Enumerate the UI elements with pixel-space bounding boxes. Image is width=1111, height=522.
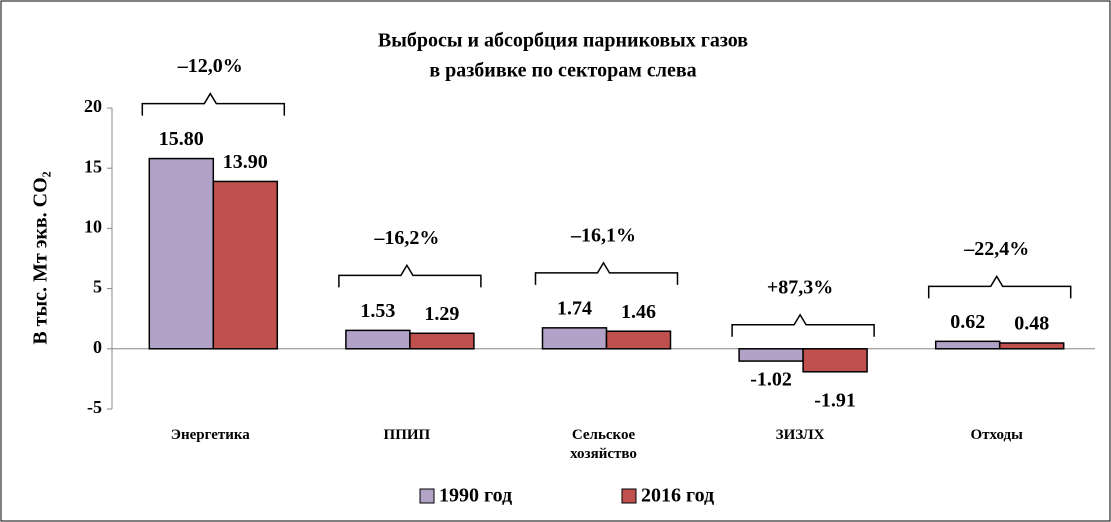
bracket [534, 261, 679, 285]
data-label: -1.91 [814, 389, 856, 411]
legend-swatch [621, 488, 637, 504]
bar [541, 327, 608, 350]
annotation: –22,4% [963, 238, 1029, 260]
data-label: 13.90 [223, 151, 268, 173]
y-tick-label: 0 [93, 337, 102, 357]
y-axis-label: В тыс. Мт экв. CO₂ [30, 171, 52, 344]
bar [934, 340, 1001, 350]
bar [212, 180, 279, 350]
x-tick-label: Сельское хозяйство [570, 427, 637, 462]
y-tick-label: 20 [84, 96, 102, 116]
legend-label: 2016 год [641, 485, 714, 507]
y-tick-label: 5 [93, 277, 102, 297]
bar [409, 332, 475, 350]
y-tick-label: 15 [84, 156, 102, 176]
data-label: 0.62 [950, 311, 985, 333]
x-tick-label: ЗИЗЛХ [775, 427, 825, 443]
bar [738, 348, 804, 362]
data-label: 1.53 [360, 300, 395, 322]
data-label: 1.74 [557, 297, 592, 319]
data-label: -1.02 [750, 369, 792, 391]
legend-swatch [419, 488, 435, 504]
chart-title: Выбросы и абсорбция парниковых газов [378, 30, 748, 52]
annotation: –16,2% [373, 227, 439, 249]
annotation: –12,0% [177, 55, 243, 77]
bracket [927, 274, 1072, 299]
chart-title: в разбивке по секторам слева [429, 60, 696, 82]
bar [998, 342, 1065, 350]
x-tick-label: ППИП [383, 427, 431, 443]
data-label: 15.80 [159, 128, 204, 150]
bar [345, 329, 411, 350]
bracket [338, 263, 482, 288]
annotation: –16,1% [570, 224, 636, 246]
data-label: 1.46 [621, 301, 656, 323]
bracket [731, 313, 875, 337]
annotation: +87,3% [767, 276, 833, 298]
legend-label: 1990 год [439, 485, 512, 507]
y-tick-label: 10 [84, 217, 102, 237]
data-label: 0.48 [1014, 313, 1049, 335]
y-tick-label: -5 [87, 397, 102, 417]
bar [802, 348, 868, 373]
x-tick-label: Энергетика [170, 427, 250, 443]
bar [148, 157, 215, 350]
bar [605, 330, 672, 350]
bracket [141, 92, 286, 116]
x-tick-label: Отходы [970, 427, 1023, 443]
data-label: 1.29 [424, 303, 459, 325]
